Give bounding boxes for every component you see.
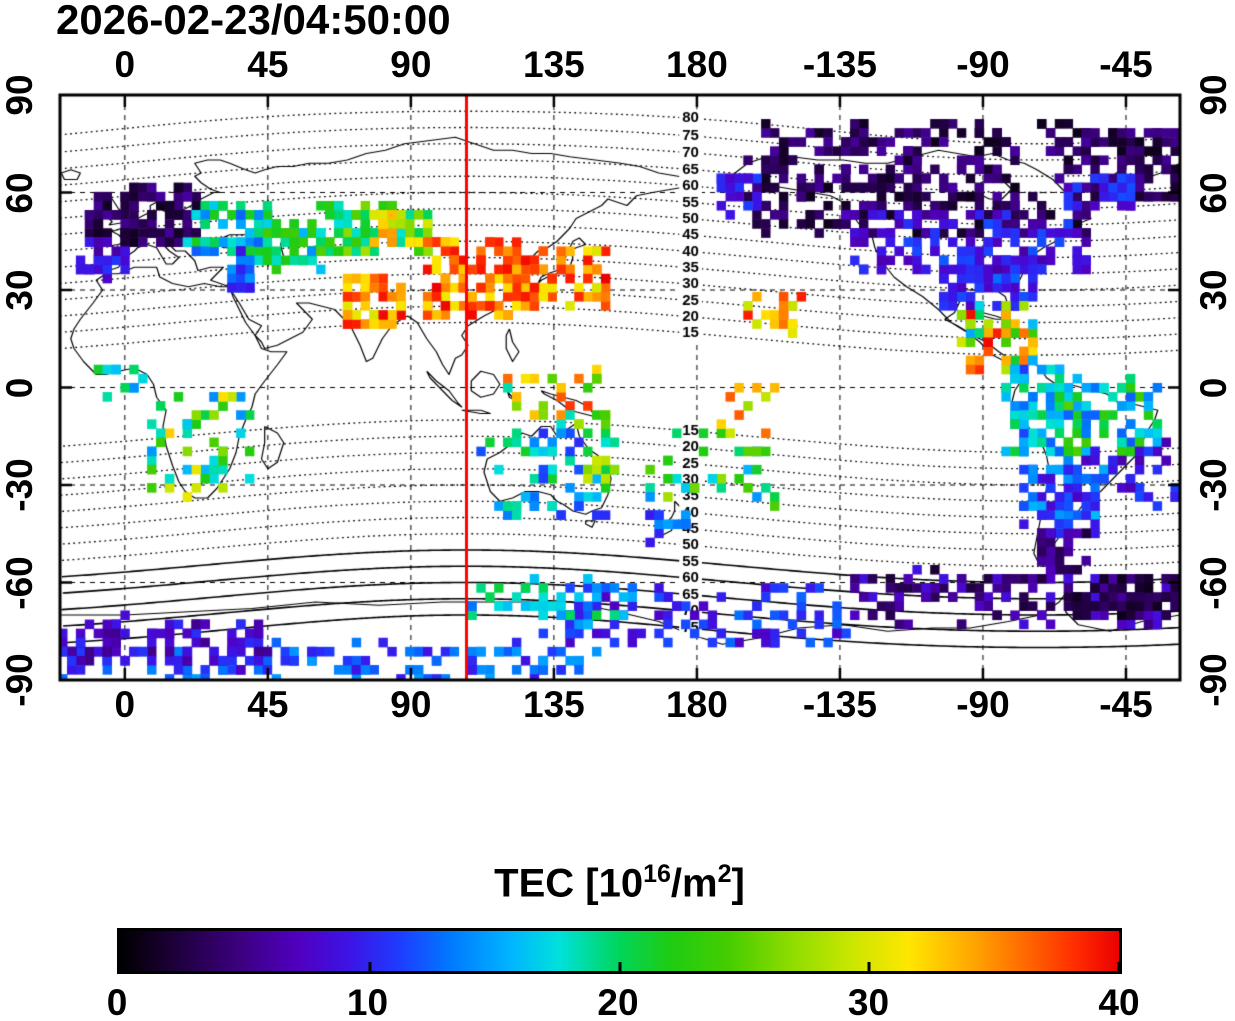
colorbar-tick-label-20: 20	[597, 982, 639, 1021]
lon-tick-bottom--135: -135	[802, 684, 877, 725]
lat-tick-left--60: -60	[0, 555, 40, 610]
lat-tick-right-60: 60	[1193, 171, 1234, 214]
colorbar-tick-20	[618, 962, 621, 971]
lat-tick-right--90: -90	[1193, 653, 1234, 707]
colorbar-title-suffix: ]	[731, 861, 745, 906]
lon-tick-bottom-135: 135	[523, 684, 585, 725]
colorbar-title-unit-exponent: 2	[717, 860, 732, 888]
lat-tick-right-0: 0	[1193, 377, 1234, 398]
colorbar-tick-label-40: 40	[1098, 982, 1140, 1021]
lat-tick-left-30: 30	[0, 269, 40, 311]
colorbar-title-prefix: TEC [10	[494, 861, 644, 906]
lon-tick-top-0: 0	[114, 44, 136, 85]
colorbar-tick-40	[1117, 962, 1121, 971]
lat-tick-left-60: 60	[0, 171, 40, 214]
lat-tick-right--30: -30	[1193, 458, 1234, 512]
lon-tick-top-180: 180	[666, 44, 728, 85]
colorbar-tick-label-10: 10	[346, 982, 389, 1021]
lon-tick-top--135: -135	[802, 44, 877, 85]
lon-tick-top-45: 45	[247, 44, 289, 85]
colorbar-tick-0	[118, 962, 122, 971]
lon-tick-bottom-90: 90	[390, 684, 432, 725]
lon-tick-bottom-180: 180	[666, 684, 728, 725]
lat-tick-right-90: 90	[1193, 74, 1234, 116]
lon-tick-bottom--45: -45	[1099, 684, 1153, 725]
lon-tick-bottom-45: 45	[247, 684, 289, 725]
lon-tick-top--45: -45	[1099, 44, 1153, 85]
colorbar-title-exponent: 16	[643, 860, 671, 888]
colorbar-title: TEC [1016/m2]	[117, 860, 1122, 906]
colorbar-tick-30	[867, 962, 871, 971]
colorbar-tick-label-30: 30	[847, 982, 890, 1021]
lon-tick-top--90: -90	[956, 44, 1010, 85]
lat-tick-right--60: -60	[1193, 555, 1234, 610]
timestamp-title: 2026-02-23/04:50:00	[56, 0, 451, 43]
lat-tick-left--90: -90	[0, 653, 40, 707]
lon-tick-top-90: 90	[390, 44, 432, 85]
lat-tick-left-0: 0	[0, 377, 40, 398]
lat-tick-left--30: -30	[0, 458, 40, 512]
lon-tick-top-135: 135	[523, 44, 585, 85]
lon-tick-bottom-0: 0	[114, 684, 136, 725]
lat-tick-right-30: 30	[1193, 269, 1234, 311]
lon-tick-bottom--90: -90	[956, 684, 1010, 725]
colorbar	[117, 928, 1122, 974]
lat-tick-left-90: 90	[0, 74, 40, 116]
colorbar-title-unit: /m	[670, 861, 718, 906]
colorbar-tick-label-0: 0	[106, 982, 128, 1021]
colorbar-tick-10	[368, 962, 372, 971]
